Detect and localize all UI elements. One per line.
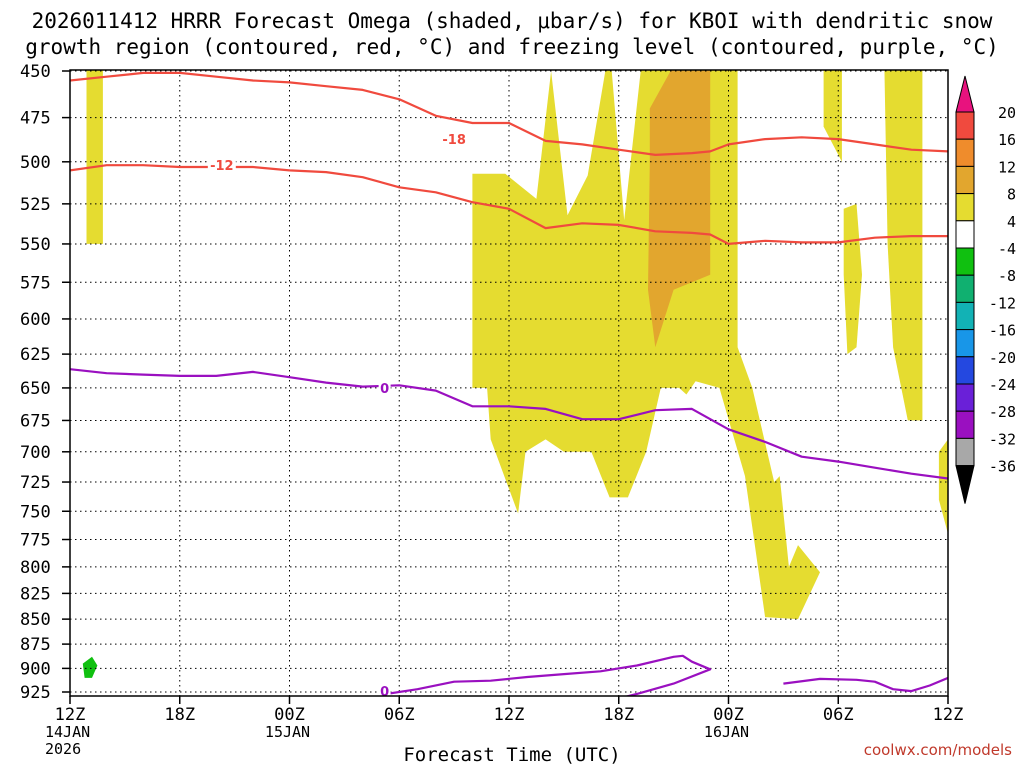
- colorbar-label: -32: [989, 430, 1016, 448]
- colorbar-label: -12: [989, 294, 1016, 312]
- x-tick-date: 16JAN: [704, 723, 749, 741]
- contour-line-5: [158, 695, 164, 696]
- contour-label-bg: [440, 132, 469, 147]
- grid: [70, 70, 948, 696]
- contour-label: -12: [210, 159, 234, 174]
- colorbar-band: [955, 138, 975, 167]
- y-tick-label: 650: [20, 379, 51, 399]
- omega-region-2: [823, 70, 842, 162]
- colorbar-label: 20: [998, 104, 1016, 122]
- contour-label: 0: [380, 382, 389, 397]
- contour-label: 0: [380, 685, 389, 700]
- x-tick-label: 00Z: [713, 705, 744, 725]
- x-tick-label: 06Z: [823, 705, 854, 725]
- contour-label: -18: [442, 133, 466, 148]
- colorbar-band: [955, 193, 975, 222]
- x-tick-year: 2026: [45, 740, 81, 758]
- colorbar-band: [955, 329, 975, 358]
- omega-region-6: [648, 70, 711, 348]
- y-tick-label: 525: [20, 195, 51, 215]
- x-tick-label: 12Z: [933, 705, 964, 725]
- omega-region-1: [472, 70, 820, 620]
- colorbar-label: -8: [998, 267, 1016, 285]
- colorbar-label: -16: [989, 322, 1016, 340]
- credit-text: coolwx.com/models: [863, 741, 1012, 759]
- colorbar-band: [955, 220, 975, 249]
- colorbar-band: [955, 356, 975, 385]
- colorbar-label: 12: [998, 158, 1016, 176]
- omega-region-7: [82, 656, 98, 678]
- y-tick-label: 450: [20, 62, 51, 82]
- colorbar-label: -4: [998, 240, 1016, 258]
- contour-label-bg: [207, 158, 236, 173]
- omega-region-5: [938, 439, 948, 534]
- colorbar-label: 4: [1007, 213, 1016, 231]
- colorbar-band: [955, 301, 975, 331]
- x-tick-label: 18Z: [603, 705, 634, 725]
- y-tick-label: 475: [20, 109, 51, 129]
- colorbar-label: 16: [998, 131, 1016, 149]
- colorbar: 20 16 12 8 4 -4 -8 -12 -16 -20 -24 -28 -32 -36: [955, 75, 1016, 504]
- contour-line-2: [70, 368, 948, 480]
- y-tick-label: 750: [20, 502, 51, 522]
- chart-title: 2026011412 HRRR Forecast Omega (shaded, …: [0, 8, 1024, 60]
- y-tick-label: 500: [20, 153, 51, 173]
- x-tick-date: 14JAN: [45, 723, 90, 741]
- colorbar-arrow-top: [955, 75, 975, 113]
- contour-label-bg: [378, 380, 391, 395]
- colorbar-band: [955, 165, 975, 195]
- x-tick-label: 12Z: [494, 705, 525, 725]
- title-line-2: growth region (contoured, red, °C) and f…: [25, 35, 999, 59]
- x-tick-label: 00Z: [274, 705, 305, 725]
- title-line-1: 2026011412 HRRR Forecast Omega (shaded, …: [31, 9, 993, 33]
- contour-line-0: [70, 71, 948, 156]
- y-tick-label: 725: [20, 473, 51, 493]
- contour-line-3: [380, 654, 712, 696]
- y-tick-label: 825: [20, 584, 51, 604]
- omega-region-4: [884, 70, 923, 421]
- omega-shading: [82, 70, 948, 678]
- contours: -18 -12 0 0: [70, 71, 948, 700]
- y-tick-label: 625: [20, 345, 51, 365]
- contour-label-bg: [378, 684, 391, 696]
- colorbar-label: -20: [989, 349, 1016, 367]
- colorbar-label: -28: [989, 403, 1016, 421]
- colorbar-band: [955, 247, 975, 276]
- colorbar-label: 8: [1007, 186, 1016, 204]
- omega-region-0: [86, 70, 103, 244]
- y-tick-label: 575: [20, 273, 51, 293]
- y-tick-label: 850: [20, 610, 51, 630]
- x-tick-label: 18Z: [164, 705, 195, 725]
- y-tick-label: 600: [20, 310, 51, 330]
- y-tick-label: 700: [20, 443, 51, 463]
- colorbar-band: [955, 410, 975, 439]
- y-tick-label: 550: [20, 235, 51, 255]
- y-tick-label: 925: [20, 683, 51, 703]
- colorbar-arrow-bottom: [955, 465, 975, 504]
- colorbar-band: [955, 383, 975, 412]
- colorbar-label: -24: [989, 376, 1016, 394]
- contour-line-4: [783, 676, 948, 693]
- y-axis: 450 475 500 525 550 575 600 625 650 675 700 725 750 7…: [20, 62, 70, 703]
- colorbar-band: [955, 274, 975, 303]
- colorbar-band: [955, 111, 975, 140]
- y-tick-label: 875: [20, 635, 51, 655]
- omega-region-3: [843, 203, 862, 355]
- x-axis-title: Forecast Time (UTC): [403, 744, 621, 766]
- x-tick-label: 12Z: [55, 705, 86, 725]
- y-tick-label: 775: [20, 531, 51, 551]
- y-tick-label: 800: [20, 558, 51, 578]
- y-tick-label: 675: [20, 411, 51, 431]
- colorbar-band: [955, 437, 975, 467]
- x-tick-date: 15JAN: [265, 723, 310, 741]
- colorbar-label: -36: [989, 458, 1016, 476]
- y-tick-label: 900: [20, 659, 51, 679]
- x-tick-label: 06Z: [384, 705, 415, 725]
